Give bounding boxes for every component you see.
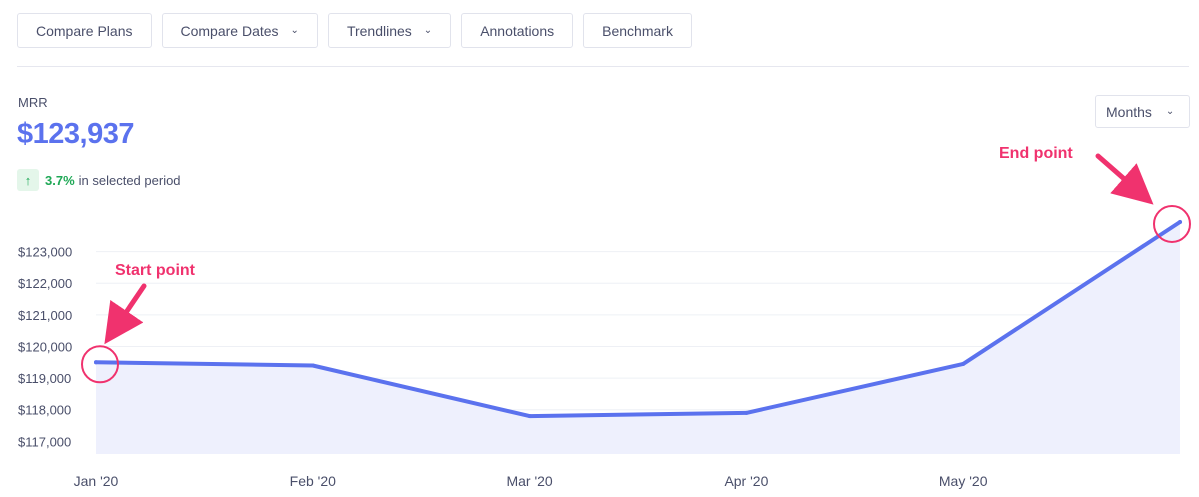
data-point (744, 410, 749, 415)
chevron-down-icon: ⌄ (290, 25, 299, 36)
end-point-label: End point (999, 145, 1073, 162)
change-percent: 3.7% (45, 172, 75, 188)
compare-plans-label: Compare Plans (36, 22, 133, 39)
y-tick-label: $120,000 (18, 339, 72, 354)
trendlines-button[interactable]: Trendlines ⌄ (327, 13, 452, 48)
x-tick-label: Jan '20 (74, 473, 119, 489)
period-select-value: Months (1106, 103, 1152, 120)
compare-dates-button[interactable]: Compare Dates ⌄ (161, 13, 318, 48)
data-point (527, 414, 532, 419)
y-axis: $117,000 $118,000 $119,000 $120,000 $121,000… (18, 245, 72, 450)
data-point (94, 360, 98, 365)
y-tick-label: $122,000 (18, 276, 72, 291)
chevron-down-icon: ⌄ (1165, 106, 1175, 117)
x-tick-label: May '20 (939, 473, 988, 489)
y-tick-label: $118,000 (18, 403, 71, 418)
trendlines-label: Trendlines (346, 22, 412, 39)
y-tick-label: $117,000 (18, 434, 71, 449)
annotations-button[interactable]: Annotations (461, 13, 574, 48)
y-tick-label: $119,000 (18, 371, 71, 386)
x-tick-label: Mar '20 (506, 473, 552, 489)
chevron-down-icon: ⌄ (423, 25, 433, 36)
annotations-label: Annotations (480, 22, 555, 39)
toolbar-divider (17, 66, 1189, 67)
x-tick-label: Apr '20 (724, 473, 768, 489)
arrow-up-icon: ↑ (17, 169, 39, 191)
series-line (94, 220, 1182, 419)
y-tick-label: $123,000 (18, 245, 72, 260)
metric-value: $123,937 (17, 118, 134, 150)
compare-dates-label: Compare Dates (180, 22, 279, 39)
period-select[interactable]: Months ⌄ (1095, 95, 1190, 128)
change-summary: ↑ 3.7% in selected period (17, 169, 181, 191)
start-point-annotation: Start point (81, 262, 196, 384)
start-point-circle (81, 345, 119, 384)
change-text: in selected period (78, 172, 181, 188)
benchmark-label: Benchmark (602, 22, 673, 39)
data-point (961, 361, 966, 366)
start-point-arrow (104, 283, 147, 345)
end-point-circle (1153, 205, 1191, 243)
compare-plans-button[interactable]: Compare Plans (17, 13, 152, 48)
series-area (96, 222, 1180, 454)
data-point (310, 363, 315, 368)
data-point (1178, 220, 1182, 224)
benchmark-button[interactable]: Benchmark (583, 13, 692, 48)
x-axis: Jan '20 Feb '20 Mar '20 Apr '20 May '20 (74, 473, 988, 489)
end-point-annotation: End point (999, 145, 1191, 243)
data-points (94, 220, 1182, 419)
y-tick-label: $121,000 (18, 308, 72, 323)
metric-name: MRR (18, 95, 48, 110)
chart-toolbar: Compare Plans Compare Dates ⌄ Trendlines… (17, 13, 692, 48)
x-tick-label: Feb '20 (290, 473, 336, 489)
start-point-label: Start point (115, 262, 196, 279)
end-point-arrow (1095, 153, 1154, 205)
